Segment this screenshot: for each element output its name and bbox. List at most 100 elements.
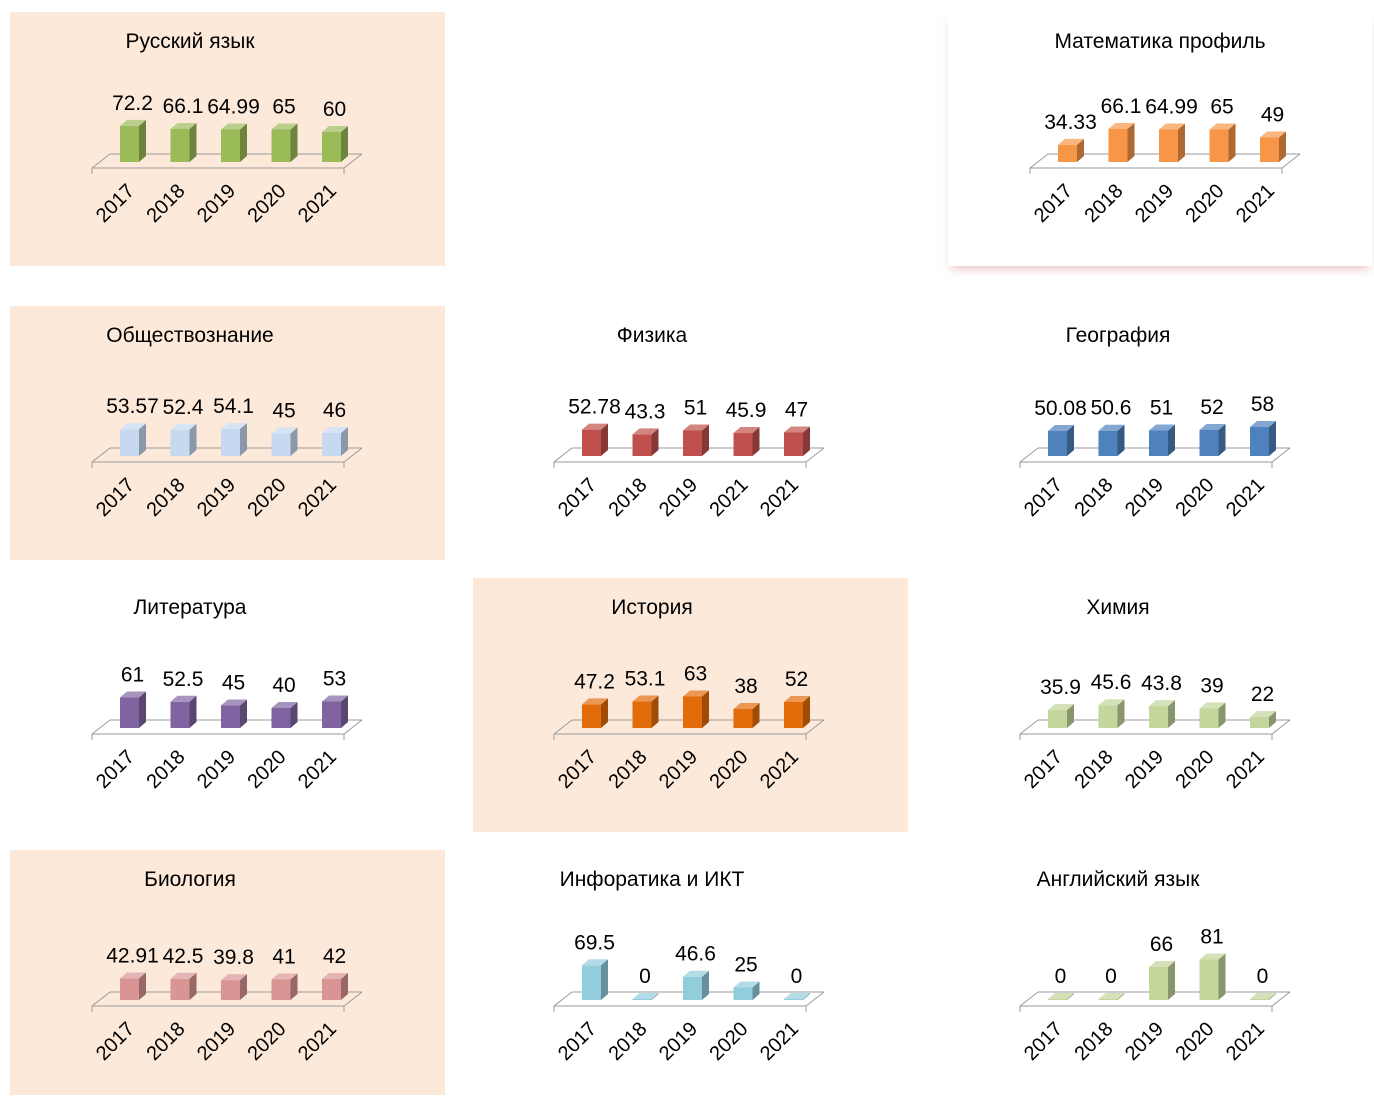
bar-2018 [1099, 425, 1125, 456]
bar-2017 [1048, 993, 1074, 1000]
bar-2020 [1200, 954, 1226, 1001]
data-label: 58 [1251, 393, 1274, 416]
bar-2021 [322, 696, 348, 729]
data-label: 53 [323, 668, 346, 691]
chart-plot: 69.520170201846.6201925202002021 [552, 858, 832, 1098]
bar-2019 [1149, 425, 1175, 457]
bar-2018 [1099, 699, 1125, 728]
bar-2021 [1260, 132, 1286, 163]
bar-2020 [272, 974, 298, 1001]
tick-label: 2017 [1020, 474, 1067, 521]
data-label: 65 [272, 96, 295, 119]
bar-2018 [633, 695, 659, 728]
data-label: 52.5 [163, 668, 204, 691]
tick-label: 2020 [1172, 1018, 1219, 1065]
tick-label: 2017 [554, 1018, 601, 1065]
bar-2021 [322, 973, 348, 1000]
tick-label: 2021 [756, 746, 803, 793]
bar-2019 [1159, 124, 1185, 162]
bar-2021 [322, 126, 348, 162]
data-label: 39.8 [213, 946, 254, 969]
bar-2017 [120, 423, 146, 456]
data-label: 45 [272, 400, 295, 423]
tick-label: 2017 [92, 1018, 139, 1065]
tick-label: 2017 [554, 746, 601, 793]
bar-2020 [734, 703, 760, 728]
chart-plot: 61201752.52018452019402020532021 [90, 586, 370, 826]
bar-2019 [221, 700, 247, 729]
data-label: 53.1 [625, 667, 666, 690]
data-label: 50.6 [1091, 397, 1132, 420]
bar-2021 [784, 993, 810, 1000]
bar-2020 [272, 428, 298, 457]
data-label: 22 [1251, 683, 1274, 706]
bar-2017 [120, 120, 146, 162]
data-label: 0 [1105, 965, 1117, 988]
bar-2021 [784, 696, 810, 728]
data-label: 66 [1150, 933, 1173, 956]
bar-2019 [221, 423, 247, 456]
tick-label: 2019 [193, 180, 240, 227]
bar-2019 [683, 971, 709, 1000]
data-label: 81 [1200, 926, 1223, 949]
data-label: 69.5 [574, 931, 615, 954]
data-label: 45.9 [726, 399, 767, 422]
data-label: 66.1 [163, 95, 204, 118]
data-label: 54.1 [213, 395, 254, 418]
tick-label: 2017 [1020, 1018, 1067, 1065]
bar-2020 [1210, 124, 1236, 163]
bar-2019 [683, 691, 709, 729]
tick-label: 2020 [1182, 180, 1229, 227]
chart-plot: 47.2201753.12018632019382020522021 [552, 586, 832, 826]
tick-label: 2020 [244, 474, 291, 521]
data-label: 40 [272, 674, 295, 697]
data-label: 43.8 [1141, 672, 1182, 695]
tick-label: 2017 [1020, 746, 1067, 793]
bar-2018 [1099, 993, 1125, 1000]
data-label: 42 [323, 945, 346, 968]
data-label: 52 [785, 668, 808, 691]
data-label: 65 [1210, 96, 1233, 119]
bar-2021 [734, 427, 760, 456]
chart-plot: 35.9201745.6201843.82019392020222021 [1018, 586, 1298, 826]
data-label: 0 [1257, 965, 1269, 988]
data-label: 53.57 [106, 395, 159, 418]
tick-label: 2017 [92, 746, 139, 793]
bar-2021 [1250, 711, 1276, 728]
tick-label: 2020 [1172, 474, 1219, 521]
bar-2018 [171, 973, 197, 1000]
tick-label: 2018 [143, 746, 190, 793]
data-label: 63 [684, 663, 707, 686]
chart-plot: 34.33201766.1201864.992019652020492021 [1028, 20, 1308, 260]
bar-2020 [272, 124, 298, 163]
tick-label: 2017 [92, 180, 139, 227]
data-label: 39 [1200, 675, 1223, 698]
tick-label: 2021 [1222, 746, 1269, 793]
bar-2018 [171, 424, 197, 456]
bar-2017 [582, 959, 608, 1000]
data-label: 72.2 [112, 92, 153, 115]
bar-2017 [1048, 704, 1074, 728]
tick-label: 2018 [143, 180, 190, 227]
tick-label: 2018 [143, 1018, 190, 1065]
bar-2021 [1250, 993, 1276, 1000]
bar-2019 [1149, 961, 1175, 1000]
tick-label: 2019 [193, 1018, 240, 1065]
tick-label: 2018 [605, 746, 652, 793]
tick-label: 2021 [1222, 1018, 1269, 1065]
tick-label: 2021 [756, 474, 803, 521]
chart-plot: 72.2201766.1201864.992019652020602021 [90, 20, 370, 260]
data-label: 64.99 [207, 96, 260, 119]
tick-label: 2018 [1071, 1018, 1118, 1065]
tick-label: 2020 [244, 1018, 291, 1065]
bar-2019 [683, 425, 709, 457]
bar-2017 [582, 698, 608, 728]
tick-label: 2019 [655, 746, 702, 793]
bar-2020 [734, 982, 760, 1001]
tick-label: 2018 [605, 474, 652, 521]
chart-plot: 42.91201742.5201839.82019412020422021 [90, 858, 370, 1098]
bar-2019 [221, 124, 247, 162]
bar-2017 [582, 424, 608, 456]
tick-label: 2021 [1232, 180, 1279, 227]
tick-label: 2019 [193, 746, 240, 793]
